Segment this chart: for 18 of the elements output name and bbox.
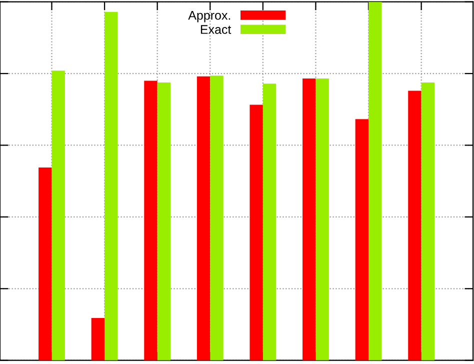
bar <box>157 82 171 360</box>
legend-label: Approx. <box>188 11 230 22</box>
bar <box>316 78 329 360</box>
bar <box>196 76 210 360</box>
bar <box>368 2 382 360</box>
bar <box>355 119 369 360</box>
bar <box>302 78 316 360</box>
bar <box>144 80 158 360</box>
bar <box>408 90 422 360</box>
bar <box>262 84 276 360</box>
bar <box>421 82 435 360</box>
legend-label: Exact <box>200 25 232 34</box>
bar <box>52 70 65 360</box>
bar <box>250 104 263 360</box>
bar <box>104 12 118 360</box>
bar <box>38 167 52 360</box>
bar <box>210 76 224 360</box>
bar <box>91 318 105 360</box>
